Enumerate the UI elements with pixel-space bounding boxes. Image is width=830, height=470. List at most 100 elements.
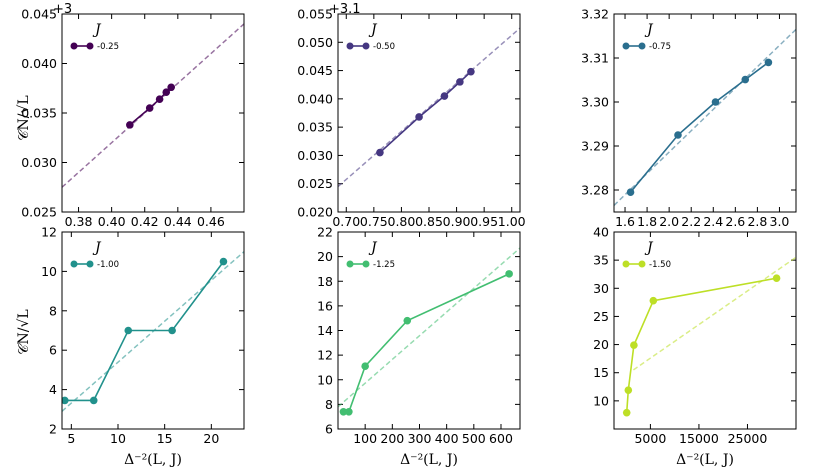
y-axis-label-bottom: 𝒞N/√L: [16, 309, 32, 354]
data-point: [168, 326, 176, 335]
data-point: [89, 396, 98, 405]
plot-area: [338, 247, 520, 416]
y-tick-label: 0.020: [297, 205, 333, 220]
data-point: [167, 83, 175, 92]
y-tick-label: 8: [325, 397, 333, 412]
legend-marker: [622, 260, 630, 268]
y-offset-label: +3: [53, 2, 72, 17]
y-tick-label: 10: [41, 264, 57, 279]
x-tick-label: 0.85: [415, 214, 443, 229]
x-tick-label: 400: [435, 431, 459, 446]
y-tick-label: 6: [325, 422, 333, 437]
legend-title: J: [368, 22, 378, 38]
data-point: [626, 188, 635, 196]
x-tick-label: 2.0: [659, 214, 679, 229]
data-point: [361, 362, 369, 371]
y-tick-label: 2: [49, 422, 57, 437]
plot-area: [62, 251, 244, 412]
y-tick-label: 14: [317, 323, 333, 338]
axes-frame: [613, 231, 797, 430]
panel-j-100: 5 10 15 20 2 4 6 8 10 12 J -1.00: [41, 225, 245, 446]
y-tick-label: 10: [593, 393, 609, 408]
x-tick-label: 1.00: [498, 214, 526, 229]
y-tick-label: 18: [317, 274, 333, 289]
legend-title: J: [368, 240, 378, 256]
legend-marker: [70, 260, 78, 268]
y-tick-label: 12: [41, 225, 57, 240]
plot-area: [622, 256, 796, 417]
data-point: [219, 257, 228, 266]
x-tick-label: 2.4: [703, 214, 723, 229]
data-point: [764, 58, 773, 67]
y-tick-label: 15: [593, 365, 609, 380]
y-tick-label: 3.32: [581, 7, 609, 22]
legend-title: J: [644, 240, 654, 256]
x-tick-label: 20: [203, 431, 219, 446]
x-tick-label: 25000: [728, 431, 768, 446]
x-tick-label: 200: [380, 431, 404, 446]
x-tick-label: 5: [67, 431, 75, 446]
y-tick-label: 0.055: [297, 7, 333, 22]
y-tick-label: 0.030: [21, 155, 57, 170]
data-point: [145, 104, 154, 112]
legend-marker: [86, 42, 94, 50]
y-tick-label: 0.040: [297, 91, 333, 106]
x-tick-label: 15: [157, 431, 173, 446]
legend-label: -0.25: [97, 42, 119, 52]
x-tick-label: 0.46: [197, 214, 225, 229]
axes-frame: [61, 13, 245, 213]
data-point: [62, 396, 69, 405]
legend-label: -1.00: [97, 260, 119, 270]
x-tick-label: 0.40: [98, 214, 126, 229]
x-tick-label: 2.8: [747, 214, 767, 229]
data-point: [741, 75, 750, 84]
x-tick-label: 1.6: [615, 214, 635, 229]
data-point: [415, 113, 423, 121]
data-point: [124, 326, 133, 335]
y-tick-label: 6: [49, 343, 57, 358]
data-point: [126, 121, 134, 129]
y-tick-label: 25: [593, 309, 609, 324]
legend-marker: [346, 42, 354, 50]
y-tick-label: 0.045: [21, 7, 57, 22]
data-point: [155, 95, 164, 103]
y-tick-label: 20: [317, 249, 333, 264]
plot-area: [338, 27, 520, 188]
x-tick-label: 0.90: [443, 214, 471, 229]
series-line: [343, 273, 510, 413]
legend-label: -1.50: [649, 260, 671, 270]
legend-label: -1.25: [373, 260, 395, 270]
x-tick-label: 500: [462, 431, 486, 446]
y-tick-label: 22: [317, 225, 333, 240]
fit-line: [338, 247, 520, 408]
data-point: [339, 407, 348, 416]
x-tick-label: 0.70: [332, 214, 360, 229]
plot-area: [62, 23, 244, 188]
fit-line: [338, 27, 520, 188]
fit-line: [62, 251, 244, 412]
y-tick-label: 30: [593, 281, 609, 296]
x-tick-label: 0.80: [388, 214, 416, 229]
legend-marker: [622, 42, 630, 50]
y-tick-label: 8: [49, 303, 57, 318]
y-tick-label: 10: [317, 372, 333, 387]
data-point: [711, 98, 720, 106]
y-tick-label: 0.035: [21, 106, 57, 121]
x-tick-label: 600: [489, 431, 513, 446]
y-tick-label: 4: [49, 382, 57, 397]
legend-marker: [346, 260, 354, 268]
data-point: [649, 296, 658, 305]
data-point: [376, 148, 384, 157]
y-tick-label: 0.035: [297, 120, 333, 135]
data-point: [403, 316, 412, 325]
x-tick-label: 0.44: [164, 214, 192, 229]
data-point: [674, 131, 682, 139]
data-point: [772, 274, 781, 282]
y-tick-label: 40: [593, 225, 609, 240]
axes-frame: [337, 13, 521, 213]
y-tick-label: 12: [317, 348, 333, 363]
data-point: [630, 341, 638, 349]
x-tick-label: 10: [110, 431, 126, 446]
y-tick-label: 0.030: [297, 148, 333, 163]
y-tick-label: 0.025: [21, 205, 57, 220]
